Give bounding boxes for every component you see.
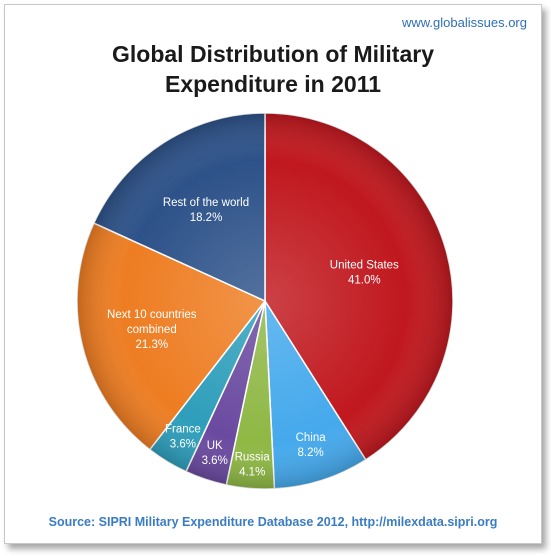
slice-label-rest-of-the-world: Rest of the world 18.2%	[163, 197, 249, 224]
pie-chart: United States 41.0% China 8.2% Russia 4.1% UK 3…	[76, 112, 454, 490]
chart-title: Global Distribution of Military Expendit…	[5, 39, 541, 99]
slice-label-united-states: United States 41.0%	[330, 260, 399, 287]
slice-label-next-10-countries-combined: Next 10 countries combined 21.3%	[107, 309, 197, 351]
source-note: Source: SIPRI Military Expenditure Datab…	[48, 515, 498, 529]
slice-label-russia: Russia 4.1%	[235, 452, 271, 479]
chart-title-line-1: Global Distribution of Military	[112, 41, 434, 67]
slice-label-france: France 3.6%	[165, 423, 201, 450]
site-url[interactable]: www.globalissues.org	[401, 15, 527, 30]
slice-label-uk: UK 3.6%	[202, 440, 228, 467]
chart-title-line-2: Expenditure in 2011	[164, 71, 382, 97]
slice-label-china: China 8.2%	[296, 432, 327, 459]
chart-frame: www.globalissues.org Global Distribution…	[4, 4, 542, 544]
